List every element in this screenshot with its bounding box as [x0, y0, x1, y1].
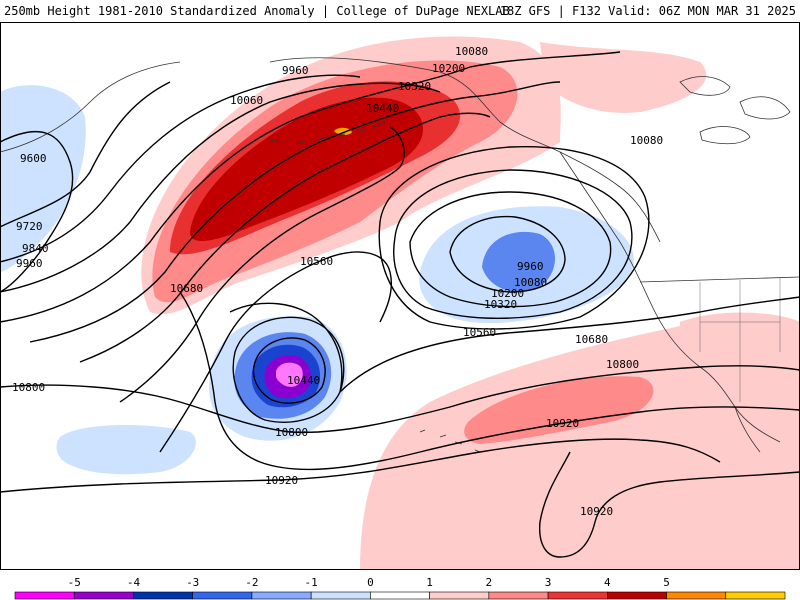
contour-label: 10440	[366, 102, 399, 115]
colorbar-legend: -5 -4 -3 -2 -1 0 1 2 3 4 5	[0, 570, 800, 600]
colorbar-segment	[488, 591, 549, 600]
contour-9960-trough	[449, 215, 566, 293]
height-contours	[0, 51, 800, 558]
colorbar-segment	[429, 591, 490, 600]
contour-label: 10800	[606, 358, 639, 371]
colorbar-segment	[607, 591, 667, 600]
colorbar-tick-label: 1	[426, 576, 433, 589]
contour-10320-north	[79, 112, 491, 363]
anomaly-neg2-offshore	[482, 231, 555, 292]
colorbar-segment	[370, 591, 430, 600]
contour-10320-trough	[378, 145, 650, 330]
colorbar-segment	[666, 591, 727, 600]
colorbar-tick-labels: -5 -4 -3 -2 -1 0 1 2 3 4 5	[68, 576, 670, 589]
colorbar-tick-label: -5	[68, 576, 81, 589]
siberia-coastline	[0, 61, 181, 153]
contour-label: 10080	[514, 276, 547, 289]
contour-10560-southern	[229, 296, 800, 393]
colorbar-segment	[14, 591, 75, 600]
contour-10440-north	[119, 126, 405, 403]
contour-label: 10080	[455, 45, 488, 58]
colorbar: -5 -4 -3 -2 -1 0 1 2 3 4 5	[14, 576, 786, 600]
model-run-info: 18Z GFS | F132 Valid: 06Z MON MAR 31 202…	[499, 4, 796, 18]
contour-label: 9720	[16, 220, 43, 233]
colorbar-tick-label: -2	[245, 576, 258, 589]
contour-10560-north	[159, 251, 392, 453]
contour-label: 10080	[630, 134, 663, 147]
contour-label: 10800	[12, 381, 45, 394]
negative-anomaly-shading	[0, 85, 634, 475]
anomaly-neg1-west	[0, 85, 86, 272]
contour-label: 9600	[20, 152, 47, 165]
contour-label: 9840	[22, 242, 49, 255]
colorbar-segment	[251, 591, 312, 600]
contour-label: 10920	[546, 417, 579, 430]
colorbar-tick-label: 2	[486, 576, 493, 589]
colorbar-segment	[133, 591, 193, 600]
colorbar-tick-label: -4	[127, 576, 141, 589]
contour-9840	[0, 74, 361, 263]
contour-label: 10320	[398, 80, 431, 93]
contour-10200-trough	[393, 169, 633, 320]
contour-10080	[0, 51, 621, 323]
state-lines	[699, 277, 781, 402]
arctic-islands	[679, 76, 791, 145]
anomaly-map: 10080 10200 10320 10440 9960 10060 9600 …	[0, 22, 800, 570]
contour-label: 10680	[575, 333, 608, 346]
anomaly-pos4-north-pacific	[190, 97, 424, 242]
contour-label: 10560	[300, 255, 333, 268]
colorbar-segment	[547, 591, 608, 600]
contour-label: 9960	[517, 260, 544, 273]
contour-10560-cutoff	[232, 316, 345, 423]
colorbar-tick-label: 3	[545, 576, 552, 589]
contour-10200-north	[29, 81, 561, 343]
contour-10920	[0, 438, 721, 493]
map-title: 250mb Height 1981-2010 Standardized Anom…	[4, 4, 510, 18]
contour-label: 9960	[282, 64, 309, 77]
us-border	[639, 276, 800, 283]
contour-labels: 10080 10200 10320 10440 9960 10060 9600 …	[12, 45, 663, 518]
anomaly-pos5-max	[334, 127, 352, 135]
contour-label: 9960	[16, 257, 43, 270]
colorbar-segments	[14, 591, 786, 600]
map-header: 250mb Height 1981-2010 Standardized Anom…	[0, 0, 800, 22]
colorbar-segment	[310, 591, 371, 600]
contour-10080-trough	[409, 191, 612, 308]
contour-label: 10200	[432, 62, 465, 75]
contour-label: 10200	[491, 287, 524, 300]
colorbar-segment	[725, 591, 786, 600]
contour-10800	[0, 365, 800, 434]
contour-label: 10560	[463, 326, 496, 339]
anomaly-pos1-southeast	[360, 318, 800, 570]
colorbar-tick-label: 0	[367, 576, 374, 589]
contour-10440-cutoff	[252, 337, 326, 404]
contour-label: 10320	[484, 298, 517, 311]
colorbar-segment	[73, 591, 134, 600]
contour-9720	[0, 81, 171, 228]
alaska-coastline	[269, 57, 661, 243]
baja-california	[734, 406, 761, 453]
contour-9600	[0, 131, 74, 293]
positive-anomaly-shading	[141, 36, 800, 570]
contour-9960	[0, 82, 441, 293]
contour-label: 10440	[287, 374, 320, 387]
contour-label: 10680	[170, 282, 203, 295]
contour-10920-south	[538, 451, 800, 558]
anomaly-neg5-cutoff	[276, 362, 303, 387]
anomaly-neg1-southwest	[56, 425, 196, 475]
colorbar-tick-label: -1	[305, 576, 318, 589]
contour-label: 10920	[265, 474, 298, 487]
hawaii	[419, 429, 481, 453]
contour-10680	[179, 291, 800, 471]
colorbar-tick-label: -3	[186, 576, 199, 589]
colorbar-segment	[192, 591, 253, 600]
colorbar-tick-label: 5	[663, 576, 670, 589]
contour-label: 10800	[275, 426, 308, 439]
colorbar-tick-label: 4	[604, 576, 611, 589]
contour-label: 10920	[580, 505, 613, 518]
anomaly-pos1-coast	[540, 42, 707, 113]
anomaly-pos2-subtropics	[464, 376, 654, 444]
contour-label: 10060	[230, 94, 263, 107]
